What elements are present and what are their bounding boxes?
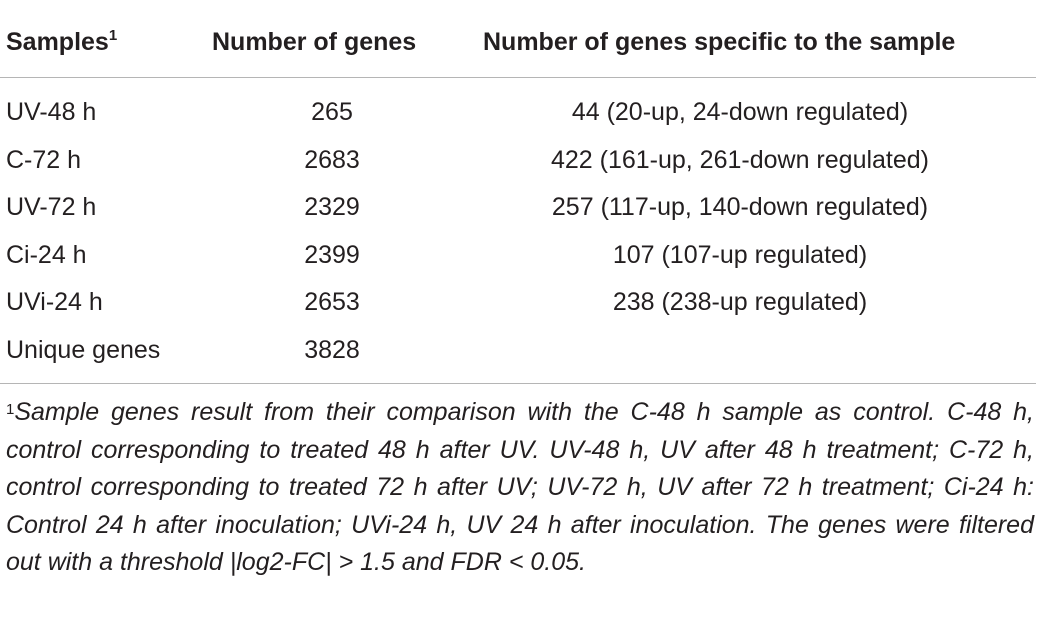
gene-count-cell: 265 [311,98,353,126]
specific-genes-cell: 107 (107-up regulated) [612,240,868,269]
sample-cell: Unique genes [6,335,161,364]
specific-genes-cell: 238 (238-up regulated) [612,288,868,317]
specific-genes-cell: 422 (161-up, 261-down regulated) [550,145,930,174]
table-row: UVi-24 h 2653 238 (238-up regulated) [0,280,1036,328]
table-row: C-72 h 2683 422 (161-up, 261-down regula… [0,138,1036,186]
table-body: UV-48 h 265 44 (20-up, 24-down regulated… [0,90,1036,376]
table-row: Unique genes 3828 [0,328,1036,376]
table-row: UV-72 h 2329 257 (117-up, 140-down regul… [0,185,1036,233]
header-samples: Samples1 [6,22,117,62]
sample-cell: C-72 h [6,145,82,174]
table-row: UV-48 h 265 44 (20-up, 24-down regulated… [0,90,1036,138]
table-row: Ci-24 h 2399 107 (107-up regulated) [0,233,1036,281]
header-divider [0,77,1036,78]
sample-cell: UV-48 h [6,98,97,126]
gene-count-cell: 3828 [304,335,360,364]
gene-count-cell: 2683 [304,145,360,174]
header-samples-label: Samples [6,28,109,56]
header-samples-footnote-marker: 1 [108,27,118,44]
footnote-text: Sample genes result from their compariso… [6,398,1034,576]
header-number-of-genes: Number of genes [212,28,417,56]
sample-cell: UV-72 h [6,193,97,222]
gene-count-cell: 2653 [304,288,360,317]
gene-count-cell: 2399 [304,240,360,269]
specific-genes-cell: 44 (20-up, 24-down regulated) [571,98,909,126]
table-footnote: 1Sample genes result from their comparis… [6,394,1034,582]
footer-divider [0,383,1036,384]
footnote-marker: 1 [6,401,15,418]
header-specific-genes: Number of genes specific to the sample [483,28,956,56]
sample-cell: UVi-24 h [6,288,103,317]
gene-count-cell: 2329 [304,193,360,222]
sample-cell: Ci-24 h [6,240,87,269]
table-header-row: Samples1 Number of genes Number of genes… [0,22,1036,62]
specific-genes-cell: 257 (117-up, 140-down regulated) [551,193,929,222]
